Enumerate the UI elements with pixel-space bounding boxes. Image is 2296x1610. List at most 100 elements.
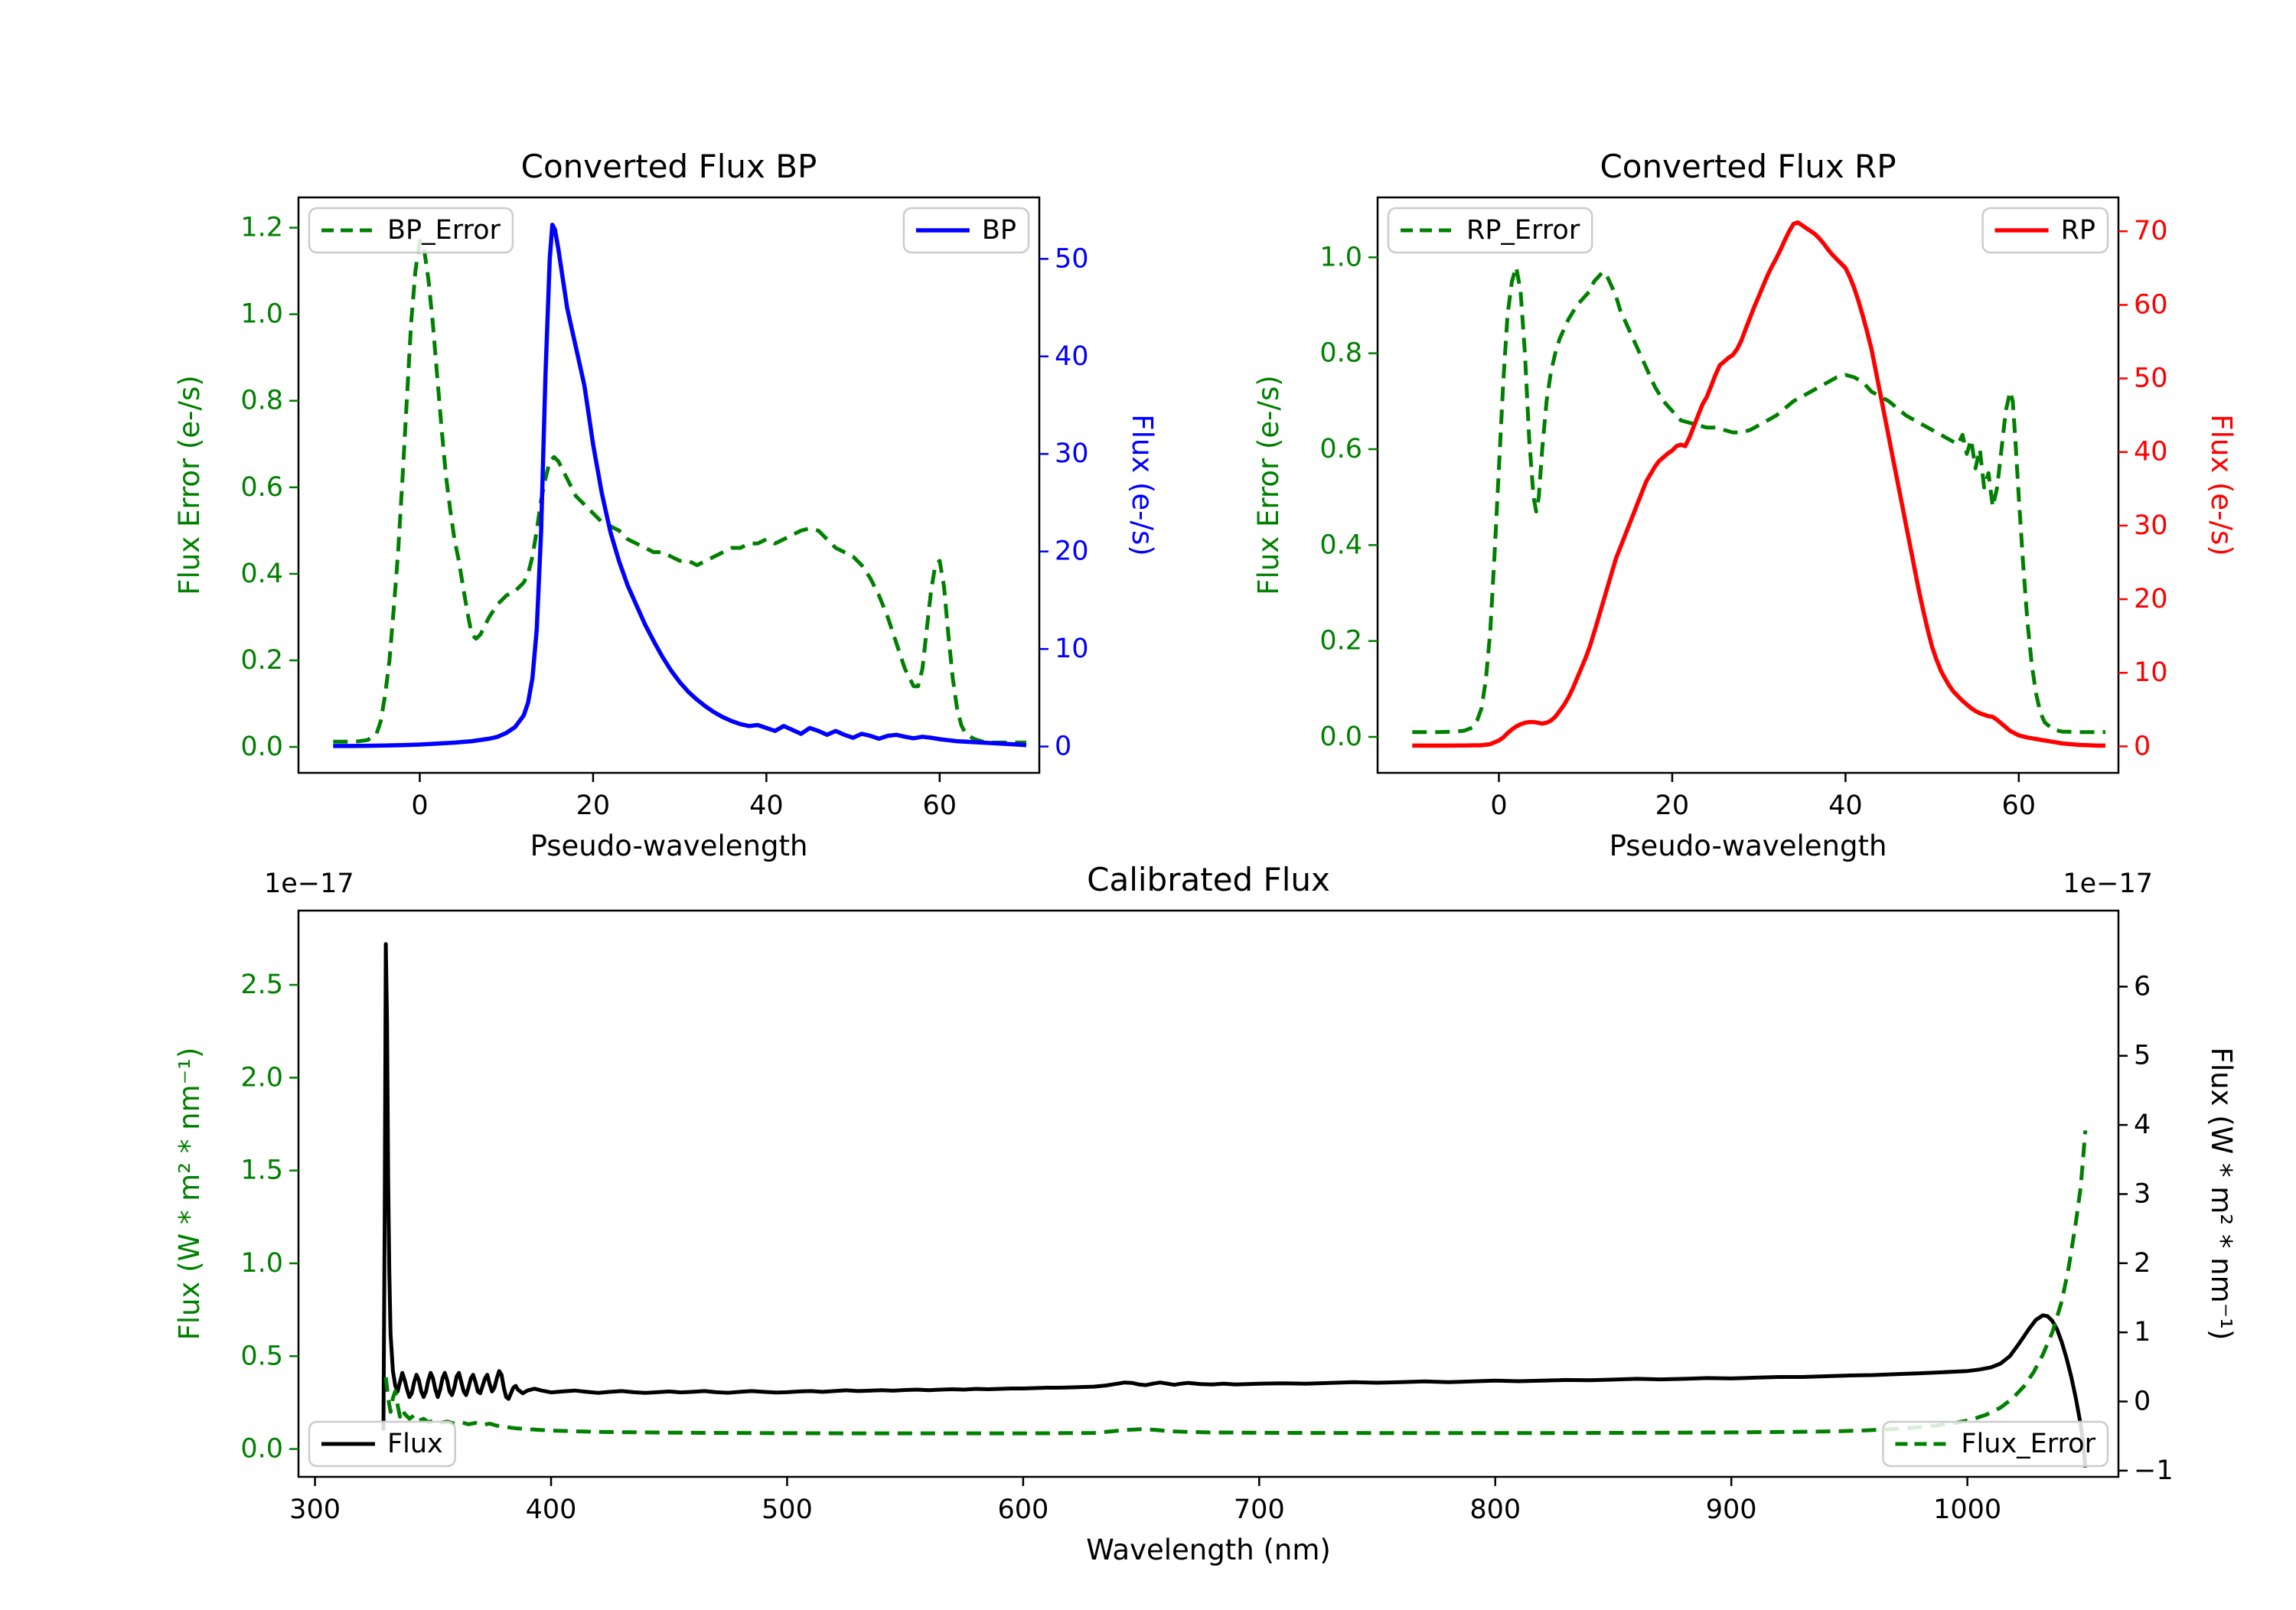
cal-xlabel: Wavelength (nm) bbox=[1086, 1533, 1331, 1566]
bp-xlabel: Pseudo-wavelength bbox=[530, 829, 808, 862]
flux-line bbox=[381, 942, 2088, 1468]
rp-error-legend-box bbox=[1387, 207, 1593, 254]
rp-right-ticks: 0 10 20 30 40 50 60 70 bbox=[2118, 216, 2168, 761]
bp-title: Converted Flux BP bbox=[521, 148, 817, 185]
rp-left-tick-label: 0.8 bbox=[1319, 338, 1362, 369]
bp-x-ticks: 0 20 40 60 bbox=[411, 773, 957, 821]
cal-x-tick-label: 400 bbox=[526, 1494, 577, 1525]
bp-error-line bbox=[333, 239, 1026, 745]
rp-x-ticks: 0 20 40 60 bbox=[1490, 773, 2036, 821]
bp-left-tick-label: 1.0 bbox=[240, 299, 283, 330]
cal-right-tick-label: 1 bbox=[2134, 1317, 2151, 1348]
cal-x-tick-label: 500 bbox=[762, 1494, 813, 1525]
bp-line bbox=[333, 222, 1027, 748]
cal-x-tick-label: 700 bbox=[1234, 1494, 1285, 1525]
rp-left-tick-label: 0.4 bbox=[1319, 530, 1362, 560]
rp-left-tick-label: 0.6 bbox=[1319, 434, 1362, 464]
cal-x-tick-label: 800 bbox=[1469, 1494, 1521, 1525]
cal-right-tick-label: 0 bbox=[2134, 1387, 2151, 1417]
rp-right-tick-label: 50 bbox=[2134, 363, 2168, 394]
rp-right-tick-label: 30 bbox=[2134, 510, 2168, 541]
cal-right-tick-label: 3 bbox=[2134, 1178, 2151, 1209]
cal-left-ylabel: Flux (W * m² * nm⁻¹) bbox=[173, 1048, 206, 1341]
cal-right-tick-label: 2 bbox=[2134, 1248, 2151, 1279]
cal-right-ylabel: Flux (W * m² * nm⁻¹) bbox=[2205, 1048, 2238, 1341]
rp-x-tick-label: 20 bbox=[1655, 790, 1690, 821]
bp-left-tick-label: 0.6 bbox=[240, 472, 283, 503]
cal-left-tick-label: 0.0 bbox=[240, 1434, 283, 1465]
bp-error-legend-box bbox=[308, 207, 514, 254]
rp-x-tick-label: 0 bbox=[1490, 790, 1507, 821]
rp-right-tick-label: 20 bbox=[2134, 584, 2168, 614]
bp-right-tick-label: 10 bbox=[1055, 634, 1089, 664]
rp-line bbox=[1412, 220, 2105, 748]
rp-left-ylabel: Flux Error (e-/s) bbox=[1252, 375, 1285, 595]
rp-error-legend-label: RP_Error bbox=[1466, 215, 1580, 246]
bp-left-ticks: 0.0 0.2 0.4 0.6 0.8 1.0 1.2 bbox=[240, 213, 298, 762]
bp-x-tick-label: 20 bbox=[576, 790, 611, 821]
bp-left-ylabel: Flux Error (e-/s) bbox=[173, 375, 206, 595]
bp-error-legend-label: BP_Error bbox=[387, 215, 501, 246]
cal-left-offset-text: 1e−17 bbox=[264, 869, 354, 899]
cal-right-ticks: −1 0 1 2 3 4 5 6 bbox=[2118, 971, 2174, 1486]
rp-right-tick-label: 0 bbox=[2134, 731, 2151, 761]
rp-right-tick-label: 10 bbox=[2134, 657, 2168, 688]
cal-right-tick-label: 4 bbox=[2134, 1110, 2151, 1140]
cal-left-tick-label: 1.5 bbox=[240, 1155, 283, 1186]
bp-right-tick-label: 40 bbox=[1055, 341, 1089, 372]
rp-right-ylabel: Flux (e-/s) bbox=[2205, 414, 2238, 556]
cal-x-ticks: 300 400 500 600 700 800 900 1000 bbox=[289, 1477, 2001, 1525]
flux-legend-label: Flux bbox=[387, 1429, 443, 1459]
flux-legend-box bbox=[308, 1420, 457, 1468]
rp-x-tick-label: 60 bbox=[2002, 790, 2037, 821]
rp-title: Converted Flux RP bbox=[1600, 148, 1896, 185]
cal-left-tick-label: 1.0 bbox=[240, 1248, 283, 1279]
flux-error-legend-label: Flux_Error bbox=[1961, 1429, 2095, 1459]
rp-x-tick-label: 40 bbox=[1828, 790, 1863, 821]
cal-title: Calibrated Flux bbox=[1087, 861, 1330, 898]
bp-left-tick-label: 0.2 bbox=[240, 645, 283, 676]
bp-right-tick-label: 30 bbox=[1055, 438, 1089, 469]
cal-right-tick-label: 6 bbox=[2134, 971, 2151, 1002]
cal-right-tick-label: −1 bbox=[2134, 1455, 2174, 1486]
bp-left-tick-label: 0.0 bbox=[240, 732, 283, 762]
bp-x-tick-label: 0 bbox=[411, 790, 428, 821]
rp-error-line bbox=[1412, 265, 2105, 735]
rp-xlabel: Pseudo-wavelength bbox=[1609, 829, 1887, 862]
bp-left-tick-label: 1.2 bbox=[240, 213, 283, 243]
bp-legend-label: BP bbox=[982, 215, 1016, 246]
flux-legend: Flux bbox=[308, 1420, 457, 1468]
cal-right-tick-label: 5 bbox=[2134, 1041, 2151, 1071]
bp-right-ticks: 0 10 20 30 40 50 bbox=[1039, 243, 1089, 762]
cal-x-tick-label: 900 bbox=[1706, 1494, 1757, 1525]
flux-error-legend: Flux_Error bbox=[1882, 1420, 2109, 1468]
flux-error-line bbox=[383, 1130, 2088, 1436]
cal-left-ticks: 0.0 0.5 1.0 1.5 2.0 2.5 bbox=[240, 970, 298, 1465]
bp-error-legend: BP_Error bbox=[308, 207, 514, 254]
cal-left-tick-label: 2.0 bbox=[240, 1062, 283, 1093]
bp-right-tick-label: 0 bbox=[1055, 732, 1071, 762]
bp-right-tick-label: 20 bbox=[1055, 536, 1089, 567]
rp-left-tick-label: 0.0 bbox=[1319, 722, 1362, 752]
rp-axes-frame bbox=[1376, 196, 2120, 774]
rp-left-tick-label: 1.0 bbox=[1319, 242, 1362, 272]
bp-legend: BP bbox=[902, 207, 1030, 254]
bp-x-tick-label: 40 bbox=[749, 790, 784, 821]
rp-legend: RP bbox=[1981, 207, 2109, 254]
bp-left-tick-label: 0.8 bbox=[240, 386, 283, 416]
bp-right-tick-label: 50 bbox=[1055, 243, 1089, 274]
rp-right-tick-label: 40 bbox=[2134, 437, 2168, 468]
rp-left-tick-label: 0.2 bbox=[1319, 626, 1362, 657]
bp-x-tick-label: 60 bbox=[923, 790, 957, 821]
cal-chart: 300 400 500 600 700 800 900 1000 0.0 0.5 1.0 1.5 2.0… bbox=[173, 861, 2238, 1566]
rp-legend-label: RP bbox=[2061, 215, 2095, 246]
flux-error-legend-box bbox=[1882, 1420, 2109, 1468]
bp-left-tick-label: 0.4 bbox=[240, 559, 283, 589]
cal-x-tick-label: 1000 bbox=[1933, 1494, 2001, 1525]
rp-chart: 0 20 40 60 0.0 0.2 0.4 0.6 0.8 1.0 0 10 20 30 40 50 60 70… bbox=[1252, 148, 2238, 862]
cal-x-tick-label: 600 bbox=[997, 1494, 1049, 1525]
rp-error-legend: RP_Error bbox=[1387, 207, 1593, 254]
bp-chart: 0 20 40 60 0.0 0.2 0.4 0.6 0.8 1.0 1.2 0 10 20 30 40 50 P… bbox=[173, 148, 1159, 862]
